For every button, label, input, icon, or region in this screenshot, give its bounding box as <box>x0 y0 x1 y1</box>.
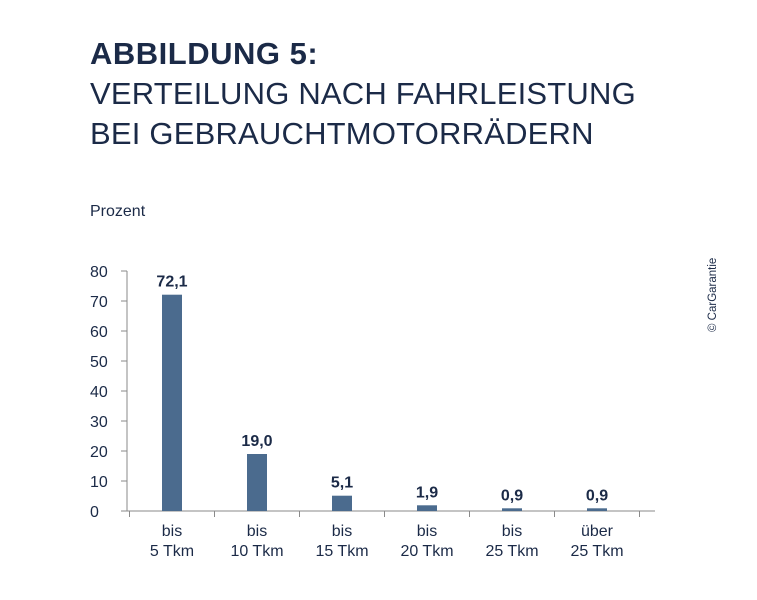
x-category-label: über <box>581 523 614 540</box>
y-tick-label: 10 <box>90 474 108 491</box>
bar-value-label: 72,1 <box>156 274 187 291</box>
bar-value-label: 1,9 <box>416 484 438 501</box>
y-tick-label: 60 <box>90 324 108 341</box>
x-category-label: 10 Tkm <box>230 543 283 560</box>
figure-label: ABBILDUNG 5: <box>90 36 319 71</box>
y-tick-label: 0 <box>90 504 99 521</box>
x-category-label: 15 Tkm <box>315 543 368 560</box>
bar <box>417 505 437 511</box>
bar <box>247 454 267 511</box>
y-tick-label: 70 <box>90 294 108 311</box>
y-tick-label: 30 <box>90 414 108 431</box>
x-category-label: 25 Tkm <box>570 543 623 560</box>
bar-value-label: 0,9 <box>586 487 608 504</box>
bar <box>502 508 522 511</box>
bar-value-label: 19,0 <box>241 433 272 450</box>
x-category-label: bis <box>332 523 352 540</box>
x-category-label: bis <box>502 523 522 540</box>
bar <box>332 495 352 511</box>
bar-value-label: 0,9 <box>501 487 523 504</box>
x-category-label: bis <box>417 523 437 540</box>
bar-value-label: 5,1 <box>331 475 353 492</box>
chart-heading: ABBILDUNG 5: VERTEILUNG NACH FAHRLEISTUN… <box>90 36 690 154</box>
y-tick-label: 80 <box>90 264 108 281</box>
y-tick-label: 20 <box>90 444 108 461</box>
y-axis-label: Prozent <box>90 203 146 220</box>
bar <box>162 294 182 511</box>
x-category-label: 25 Tkm <box>485 543 538 560</box>
y-tick-label: 50 <box>90 354 108 371</box>
x-category-label: bis <box>247 523 267 540</box>
chart-title: VERTEILUNG NACH FAHRLEISTUNG BEI GEBRAUC… <box>90 76 636 151</box>
x-category-label: bis <box>162 523 182 540</box>
x-category-label: 20 Tkm <box>400 543 453 560</box>
bar <box>587 508 607 511</box>
x-category-label: 5 Tkm <box>150 543 194 560</box>
y-tick-label: 40 <box>90 384 108 401</box>
